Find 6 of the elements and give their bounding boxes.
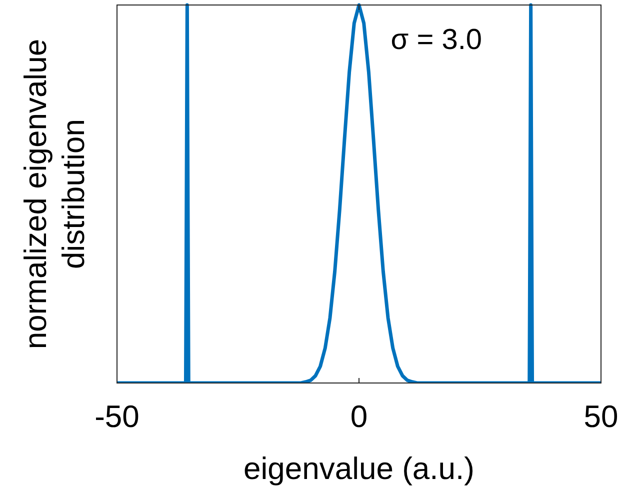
y-axis-title: normalized eigenvalue distribution [18,38,91,350]
x-tick-label: 50 [584,399,618,434]
annotation: σ = 3.0 [390,24,482,56]
x-tick-label: 0 [350,399,368,434]
x-tick-label: -50 [94,399,140,434]
x-axis-title: eigenvalue (a.u.) [244,451,474,486]
